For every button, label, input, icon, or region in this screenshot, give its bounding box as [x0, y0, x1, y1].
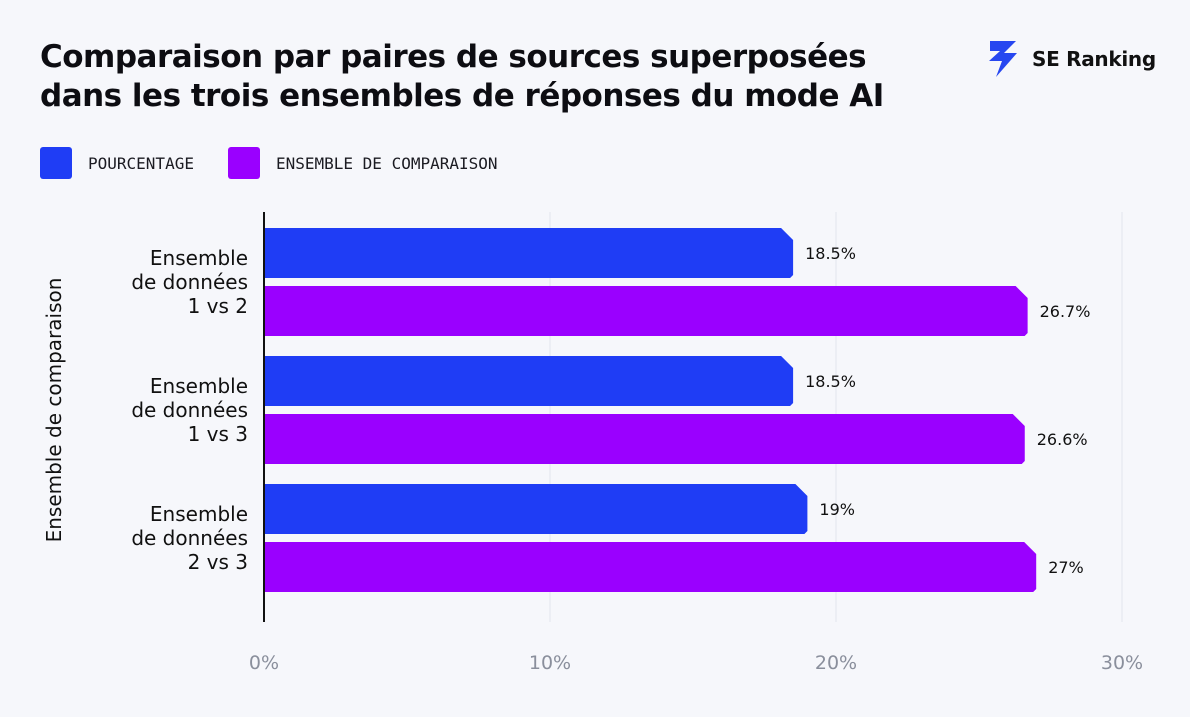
legend-swatch-purple [227, 147, 260, 179]
bar [264, 414, 1025, 464]
category-label: Ensemble de données 1 vs 3 [131, 374, 248, 446]
x-tick-label: 30% [1101, 652, 1143, 674]
brand-name: SE Ranking [1032, 47, 1156, 71]
bar-value-label: 19% [819, 500, 855, 519]
legend-item-ensemble: ENSEMBLE DE COMPARAISON [227, 147, 498, 179]
legend-swatch-blue [40, 147, 72, 179]
bar-value-label: 26.7% [1040, 302, 1091, 321]
bar [264, 228, 794, 278]
bar-value-label: 18.5% [805, 244, 856, 263]
x-tick-label: 10% [529, 652, 571, 674]
legend: POURCENTAGE ENSEMBLE DE COMPARAISON [40, 147, 532, 179]
category-label: Ensemble de données 1 vs 2 [131, 246, 248, 318]
bar [264, 356, 794, 406]
bar [264, 286, 1028, 336]
legend-item-pourcentage: POURCENTAGE [40, 147, 194, 179]
chart-title: Comparaison par paires de sources superp… [40, 38, 940, 116]
bar [264, 542, 1037, 592]
bar-value-label: 18.5% [805, 372, 856, 391]
se-ranking-logo-icon [989, 41, 1017, 77]
brand-logo: SE Ranking [986, 38, 1156, 80]
chart-title-line-2: dans les trois ensembles de réponses du … [40, 78, 884, 114]
legend-label: POURCENTAGE [88, 153, 194, 173]
bar-value-label: 26.6% [1037, 430, 1088, 449]
x-tick-label: 20% [815, 652, 857, 674]
x-tick-label: 0% [249, 652, 279, 674]
chart-title-line-1: Comparaison par paires de sources superp… [40, 39, 867, 75]
legend-label: ENSEMBLE DE COMPARAISON [275, 153, 498, 173]
bar [264, 484, 808, 534]
bar-value-label: 27% [1048, 558, 1084, 577]
category-label: Ensemble de données 2 vs 3 [131, 502, 248, 574]
